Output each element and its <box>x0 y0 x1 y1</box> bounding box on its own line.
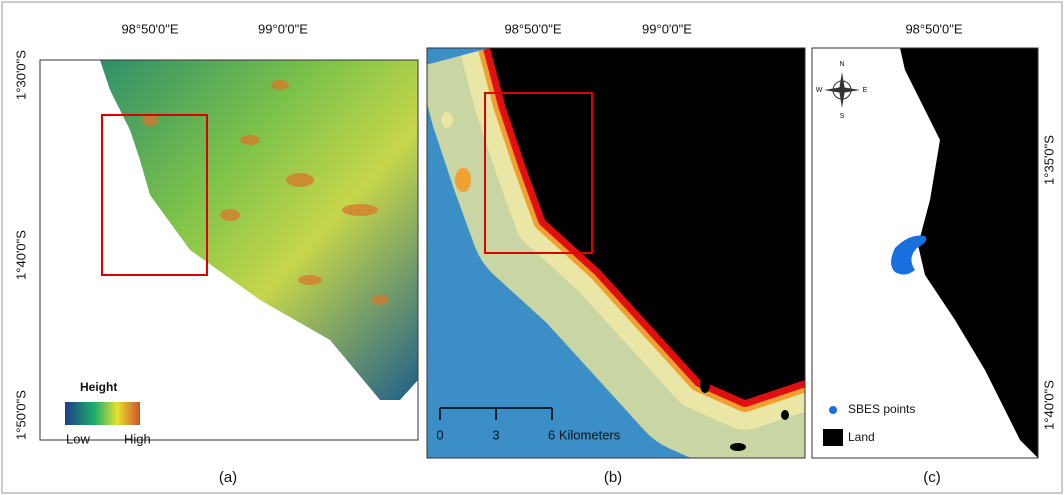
y-tick-label: 1°40'0"S <box>1041 380 1056 430</box>
x-tick-label: 98°50'0"E <box>905 21 962 36</box>
compass-w: W <box>816 87 823 94</box>
scale-label: 0 <box>436 427 443 442</box>
caption: (b) <box>604 469 622 486</box>
y-tick-label: 1°40'0"S <box>13 230 28 280</box>
scale-label: 6 Kilometers <box>548 427 621 442</box>
figure: 98°50'0"E 99°0'0"E 1°30'0"S 1°40'0"S 1°5… <box>0 0 1064 495</box>
x-tick-label: 99°0'0"E <box>642 21 692 36</box>
y-tick-label: 1°30'0"S <box>13 50 28 100</box>
legend-high: High <box>124 431 151 446</box>
compass-e: E <box>863 87 868 94</box>
scale-label: 3 <box>492 427 499 442</box>
panel-b-map <box>427 48 805 458</box>
legend-label: SBES points <box>848 402 915 416</box>
legend-label: Land <box>848 430 875 444</box>
compass-n: N <box>839 61 844 68</box>
y-tick-label: 1°35'0"S <box>1041 135 1056 185</box>
y-tick-label: 1°50'0"S <box>13 390 28 440</box>
x-tick-label: 98°50'0"E <box>121 21 178 36</box>
caption: (c) <box>923 469 941 486</box>
legend-swatch <box>829 406 837 414</box>
compass-s: S <box>840 113 845 120</box>
panel-c-map <box>812 48 1038 458</box>
height-legend <box>65 402 140 425</box>
legend-swatch <box>823 429 843 446</box>
legend-low: Low <box>66 431 90 446</box>
legend-title: Height <box>80 380 117 394</box>
x-tick-label: 99°0'0"E <box>258 21 308 36</box>
x-tick-label: 98°50'0"E <box>504 21 561 36</box>
caption: (a) <box>219 469 237 486</box>
